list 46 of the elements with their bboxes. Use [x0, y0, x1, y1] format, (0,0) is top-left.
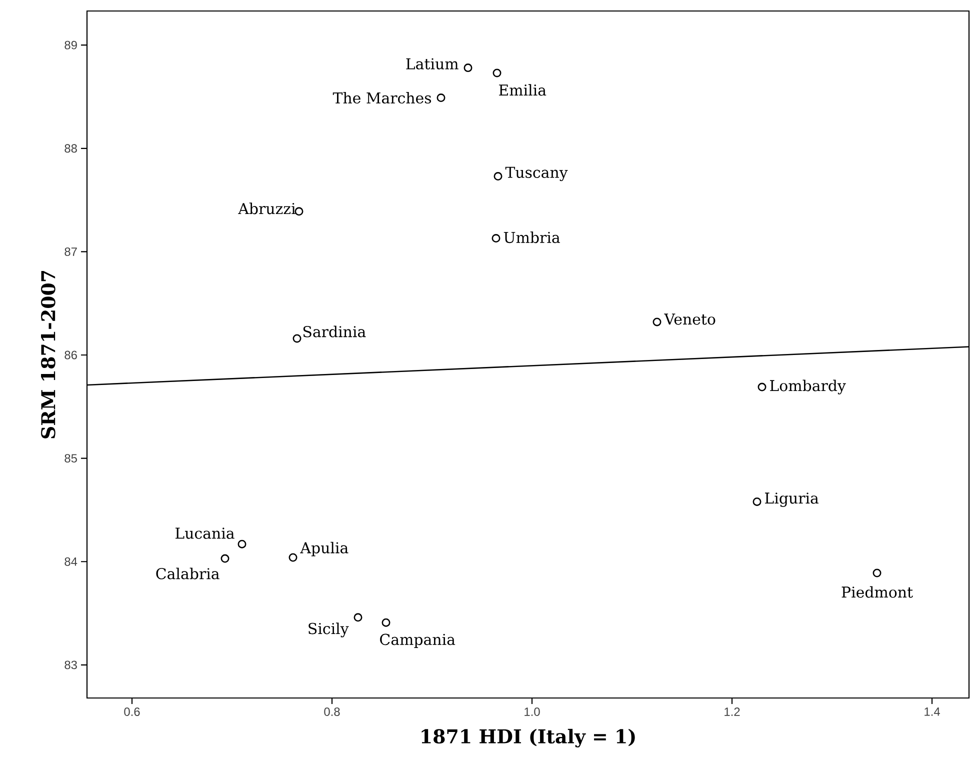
- point: [758, 382, 766, 392]
- point: [292, 334, 302, 343]
- annotation: Tuscany: [505, 166, 568, 182]
- y-tick-label: 89: [64, 40, 77, 50]
- y-axis-title: SRM 1871-2007: [41, 270, 56, 438]
- annotation: Umbria: [504, 232, 560, 244]
- point: [382, 618, 390, 627]
- point: [436, 94, 446, 102]
- annotation: Apulia: [300, 542, 348, 556]
- annotation: Lucania: [175, 528, 234, 539]
- annotation: Lombardy: [770, 380, 846, 394]
- y-tick-label: 88: [64, 144, 77, 153]
- point: [354, 613, 362, 622]
- point: [872, 568, 882, 578]
- annotation: Veneto: [664, 314, 716, 325]
- x-tick-label: 1.0: [524, 708, 540, 716]
- y-tick-label: 83: [64, 660, 77, 670]
- point: [492, 234, 500, 243]
- point: [492, 68, 502, 78]
- annotation: Latium: [406, 58, 458, 70]
- annotation: Campania: [380, 634, 456, 648]
- point: [494, 172, 502, 181]
- annotation: Sicily: [308, 622, 349, 638]
- point: [220, 554, 230, 563]
- annotation: Piedmont: [842, 586, 913, 598]
- annotation: Abruzzi: [238, 202, 296, 214]
- point: [464, 64, 472, 72]
- x-tick-label: 1.2: [724, 708, 740, 716]
- annotation: Calabria: [156, 568, 220, 580]
- point: [294, 207, 304, 216]
- x-tick-label: 1.4: [924, 708, 940, 716]
- annotation: Liguria: [765, 492, 819, 507]
- annotation: Emilia: [499, 84, 546, 96]
- annotation: Sardinia: [303, 326, 366, 338]
- y-tick-label: 87: [64, 247, 77, 256]
- y-tick-label: 85: [64, 454, 77, 463]
- x-axis-title: 1871 HDI (Italy = 1): [422, 728, 635, 748]
- x-tick-label: 0.6: [124, 708, 140, 716]
- point: [752, 497, 762, 506]
- annotation: The Marches: [332, 92, 432, 104]
- point: [288, 553, 298, 562]
- point: [238, 540, 246, 548]
- y-tick-label: 84: [64, 557, 78, 566]
- x-tick-label: 0.8: [324, 708, 340, 716]
- point: [652, 318, 662, 326]
- y-tick-label: 86: [64, 350, 77, 360]
